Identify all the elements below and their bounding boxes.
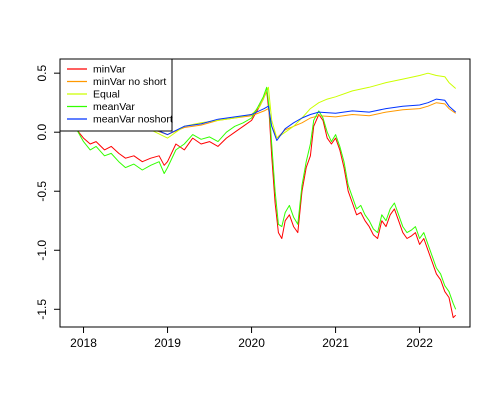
legend-label-4: meanVar noshort — [93, 114, 173, 126]
legend-label-2: Equal — [93, 89, 120, 101]
y-tick-label: 0.0 — [35, 124, 49, 141]
x-tick-label: 2021 — [322, 336, 349, 350]
legend-label-0: minVar — [93, 64, 126, 76]
y-tick-label: -1.0 — [35, 240, 49, 261]
y-axis: -1.5 -1.0 -0.5 0.0 0.5 — [35, 65, 61, 320]
series-line-0 — [76, 90, 457, 319]
y-tick-label: -0.5 — [35, 181, 49, 202]
x-tick-label: 2019 — [154, 336, 181, 350]
x-tick-label: 2020 — [238, 336, 265, 350]
legend-label-1: minVar no short — [93, 76, 166, 88]
x-tick-label: 2022 — [406, 336, 433, 350]
y-tick-label: -1.5 — [35, 299, 49, 320]
x-axis: 2018 2019 2020 2021 2022 — [70, 326, 433, 350]
y-tick-label: 0.5 — [35, 65, 49, 82]
legend-label-3: meanVar — [93, 101, 135, 113]
x-tick-label: 2018 — [70, 336, 97, 350]
series-line-3 — [76, 86, 457, 310]
